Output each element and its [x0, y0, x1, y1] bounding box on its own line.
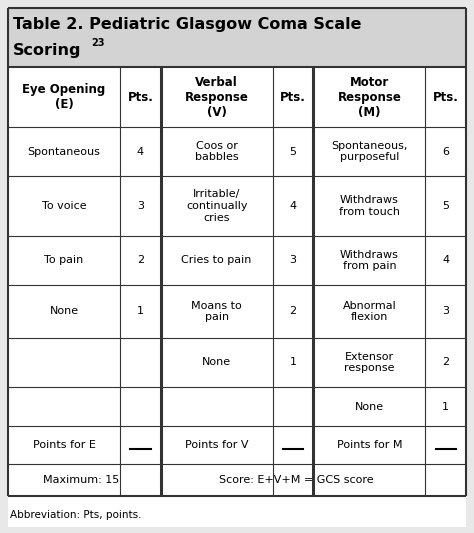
- Text: 1: 1: [137, 306, 144, 317]
- Text: Cries to pain: Cries to pain: [182, 255, 252, 265]
- Text: Pts.: Pts.: [128, 91, 153, 103]
- Text: Points for E: Points for E: [33, 440, 95, 450]
- Text: 2: 2: [137, 255, 144, 265]
- Text: 1: 1: [442, 401, 449, 411]
- Text: 3: 3: [442, 306, 449, 317]
- Text: Eye Opening
(E): Eye Opening (E): [22, 83, 106, 111]
- Text: Table 2. Pediatric Glasgow Coma Scale: Table 2. Pediatric Glasgow Coma Scale: [13, 17, 362, 32]
- Text: None: None: [49, 306, 79, 317]
- Text: 4: 4: [290, 201, 297, 211]
- Text: Points for M: Points for M: [337, 440, 402, 450]
- Bar: [8, 8, 466, 67]
- Text: To voice: To voice: [42, 201, 86, 211]
- Text: Withdraws
from touch: Withdraws from touch: [339, 195, 400, 217]
- Text: 3: 3: [290, 255, 297, 265]
- Text: Maximum: 15: Maximum: 15: [43, 475, 119, 485]
- Text: 6: 6: [442, 147, 449, 157]
- Text: 4: 4: [442, 255, 449, 265]
- Text: 5: 5: [442, 201, 449, 211]
- Text: 5: 5: [290, 147, 297, 157]
- Text: Score: E+V+M = GCS score: Score: E+V+M = GCS score: [219, 475, 374, 485]
- Text: 3: 3: [137, 201, 144, 211]
- Text: Pts.: Pts.: [433, 91, 459, 103]
- Text: Moans to
pain: Moans to pain: [191, 301, 242, 322]
- Text: Coos or
babbles: Coos or babbles: [195, 141, 238, 163]
- Text: Extensor
response: Extensor response: [344, 352, 394, 373]
- Text: Points for V: Points for V: [185, 440, 248, 450]
- Text: 2: 2: [290, 306, 297, 317]
- Text: 4: 4: [137, 147, 144, 157]
- Text: None: None: [355, 401, 384, 411]
- Text: 23: 23: [91, 38, 104, 47]
- Text: Pts.: Pts.: [280, 91, 306, 103]
- Text: To pain: To pain: [45, 255, 83, 265]
- Text: Abbreviation: Pts, points.: Abbreviation: Pts, points.: [10, 510, 142, 520]
- Text: Spontaneous: Spontaneous: [27, 147, 100, 157]
- Text: Withdraws
from pain: Withdraws from pain: [340, 249, 399, 271]
- Text: Irritable/
continually
cries: Irritable/ continually cries: [186, 189, 247, 223]
- Text: Motor
Response
(M): Motor Response (M): [337, 76, 401, 118]
- Text: Scoring: Scoring: [13, 43, 82, 58]
- Text: Abnormal
flexion: Abnormal flexion: [343, 301, 396, 322]
- Text: None: None: [202, 358, 231, 367]
- Text: 2: 2: [442, 358, 449, 367]
- Text: Verbal
Response
(V): Verbal Response (V): [185, 76, 249, 118]
- Text: Spontaneous,
purposeful: Spontaneous, purposeful: [331, 141, 408, 163]
- Text: 1: 1: [290, 358, 297, 367]
